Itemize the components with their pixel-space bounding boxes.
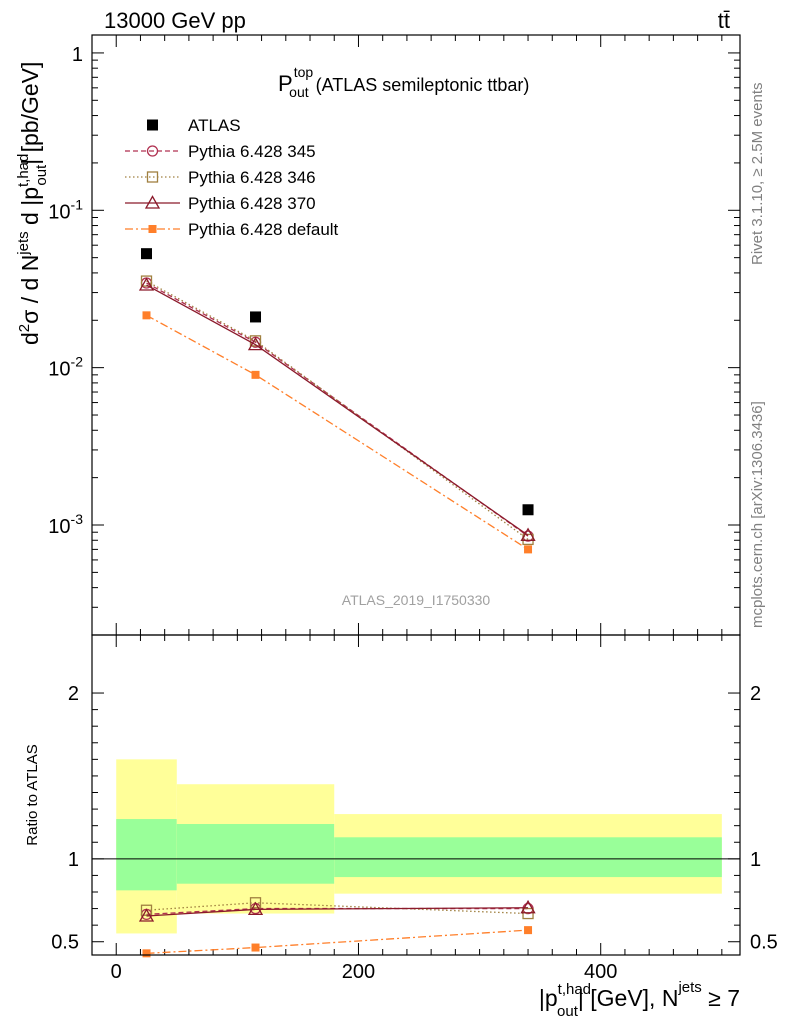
- ratio-y-tick-label: 0.5: [51, 932, 79, 954]
- main-data-point: [250, 311, 262, 323]
- title-sup: top: [294, 64, 314, 80]
- main-data-point: [141, 248, 153, 260]
- ratio-y-tick-label-right: 1: [750, 849, 761, 871]
- ratio-data-point: [520, 899, 536, 914]
- ratio-data-point: [138, 908, 155, 922]
- ratio-data-point: [140, 904, 153, 916]
- main-series-line: [146, 314, 529, 550]
- main-plot-title: Ptop out (ATLAS semileptonic ttbar): [278, 64, 529, 100]
- legend: ATLAS Pythia 6.428 345 Pythia 6.428 346 Pyt…: [125, 116, 339, 239]
- legend-label: ATLAS: [188, 116, 241, 135]
- ratio-y-tick-label-right: 2: [750, 683, 761, 705]
- ratio-y-tick-label: 2: [68, 683, 79, 705]
- ratio-band-inner: [176, 824, 335, 884]
- ratio-data-point: [524, 926, 533, 935]
- mcplots-reference-text: mcplots.cern.ch [arXiv:1306.3436]: [749, 401, 766, 628]
- ratio-y-axis-label: Ratio to ATLAS: [24, 744, 41, 845]
- rivet-version-text: Rivet 3.1.10, ≥ 2.5M events: [749, 83, 766, 266]
- main-y-tick-label: 10-1: [48, 196, 83, 223]
- main-data-point: [524, 545, 533, 554]
- ratio-axis-ticks: 0 200 400 0.5 0.5 1 1 2 2: [51, 635, 778, 983]
- ratio-uncertainty-bands: [92, 759, 740, 934]
- title-sub: out: [289, 84, 309, 100]
- legend-marker: [146, 171, 159, 183]
- header-right-label: tt̄: [718, 8, 730, 33]
- main-data-point: [249, 335, 262, 347]
- main-data-point: [247, 336, 264, 351]
- legend-marker: [147, 119, 158, 131]
- x-tick-label: 400: [584, 961, 617, 983]
- ratio-series-line: [146, 907, 529, 917]
- main-data-point: [251, 370, 260, 379]
- legend-label: Pythia 6.428 default: [188, 220, 339, 239]
- legend-marker: [146, 145, 159, 157]
- header-left-label: 13000 GeV pp: [104, 8, 246, 33]
- ratio-series-line: [146, 929, 529, 954]
- ratio-y-tick-label: 1: [68, 849, 79, 871]
- main-series-line: [146, 282, 529, 537]
- title-base: P: [278, 71, 293, 96]
- main-data-point: [522, 504, 534, 516]
- main-data-point: [522, 533, 534, 546]
- ratio-plot-frame: [91, 634, 741, 956]
- main-data-point: [520, 527, 536, 541]
- legend-marker: [144, 195, 161, 209]
- analysis-watermark: ATLAS_2019_I1750330: [342, 592, 491, 608]
- main-y-tick-label: 10-3: [48, 511, 83, 538]
- legend-label: Pythia 6.428 345: [188, 142, 316, 161]
- main-y-axis-label: d2σ / d Njets d |pt,hadout| [pb/GeV]: [15, 62, 50, 345]
- main-data-point: [140, 275, 153, 287]
- x-tick-label: 200: [342, 961, 375, 983]
- legend-marker: [148, 225, 157, 233]
- x-tick-label: 0: [111, 961, 122, 983]
- main-series-group: [138, 248, 536, 554]
- ratio-data-point: [142, 949, 151, 958]
- ratio-data-point: [249, 897, 262, 909]
- ratio-band-inner: [116, 819, 177, 891]
- legend-label: Pythia 6.428 370: [188, 194, 316, 213]
- title-rest: (ATLAS semileptonic ttbar): [311, 75, 530, 95]
- main-y-tick-label: 1: [72, 44, 83, 66]
- main-y-tick-label: 10-2: [48, 354, 83, 381]
- ratio-data-point: [522, 907, 534, 920]
- main-series-line: [146, 280, 529, 540]
- main-data-point: [142, 311, 151, 320]
- ratio-data-point: [247, 901, 264, 916]
- x-axis-label: |pt,had out| [GeV], Njets ≥ 7: [539, 979, 740, 1020]
- ratio-series-group: [138, 897, 536, 958]
- legend-label: Pythia 6.428 346: [188, 168, 316, 187]
- ratio-band-inner: [334, 837, 722, 878]
- ratio-y-tick-label-right: 0.5: [750, 932, 778, 954]
- ratio-data-point: [251, 943, 260, 952]
- main-series-line: [146, 284, 529, 536]
- main-axis-ticks: 1 10-1 10-2 10-3: [48, 35, 740, 636]
- main-data-point: [138, 277, 155, 291]
